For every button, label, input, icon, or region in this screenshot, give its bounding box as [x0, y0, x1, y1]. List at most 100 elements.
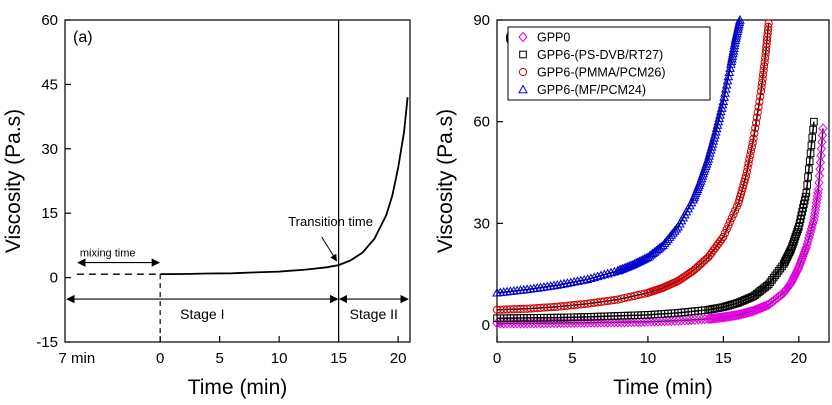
plot-frame	[496, 19, 830, 343]
data-point	[696, 314, 707, 325]
data-point	[745, 155, 754, 164]
data-point	[805, 226, 816, 238]
data-point	[729, 210, 738, 219]
data-point	[751, 123, 760, 133]
x-tick-label: 10	[640, 350, 657, 367]
data-point	[731, 30, 742, 40]
data-point	[616, 317, 626, 328]
data-point	[792, 230, 801, 238]
data-point	[562, 317, 573, 329]
data-point	[802, 238, 812, 250]
data-point	[626, 316, 636, 328]
data-point	[759, 70, 768, 79]
legend-label: GPP0	[537, 31, 570, 45]
y-axis-label: Viscosity (Pa.s)	[434, 109, 457, 253]
data-point	[559, 317, 569, 329]
data-point	[660, 315, 670, 327]
x-tick-label: 0	[156, 350, 164, 367]
data-point	[639, 316, 650, 327]
data-point	[805, 157, 814, 166]
data-point	[816, 150, 826, 161]
data-point	[654, 243, 665, 252]
data-point	[725, 217, 735, 226]
data-point	[804, 232, 814, 244]
data-point	[808, 217, 818, 229]
x-tick-label: 5	[568, 350, 576, 367]
data-point	[760, 58, 769, 67]
data-point	[726, 59, 736, 68]
data-point	[750, 304, 760, 316]
data-point	[719, 232, 728, 242]
data-point	[803, 235, 813, 247]
data-point	[724, 221, 733, 230]
data-point	[805, 165, 813, 173]
data-point	[731, 33, 741, 42]
data-point	[745, 306, 755, 317]
data-point	[723, 71, 734, 81]
data-point	[733, 21, 744, 31]
data-point	[522, 318, 532, 329]
data-point	[755, 97, 764, 106]
data-point	[606, 317, 616, 328]
data-point	[643, 316, 653, 327]
data-point	[754, 102, 763, 112]
data-point	[680, 315, 690, 326]
data-point	[748, 138, 757, 147]
data-point	[807, 220, 817, 232]
data-point	[673, 315, 683, 326]
x-axis-label: Time (min)	[613, 376, 713, 399]
panel-a: 0 5 10 15 20 7 min-15 0 15 30 45 60 Time (min) Visco…	[2, 12, 411, 399]
y-tick-label: 0	[482, 317, 490, 334]
data-point	[575, 275, 586, 285]
data-point	[545, 317, 556, 329]
y-tick-label: 60	[473, 114, 490, 131]
y-tick-label: 60	[41, 12, 58, 29]
x-tick-label: 10	[271, 350, 288, 367]
data-point	[730, 35, 741, 45]
x-tick-label: 20	[790, 350, 807, 367]
data-point	[747, 306, 757, 317]
data-point	[753, 303, 764, 315]
data-point	[729, 40, 740, 50]
data-point	[586, 273, 596, 283]
data-point	[744, 159, 753, 168]
data-point	[806, 149, 815, 158]
data-point	[582, 274, 593, 283]
data-point	[725, 63, 735, 72]
fit-line	[497, 128, 824, 325]
data-point	[589, 317, 599, 328]
x-tick-label: 15	[330, 350, 347, 367]
data-point	[757, 82, 766, 92]
data-point	[807, 141, 816, 150]
annotation-label: Stage I	[180, 306, 224, 322]
data-point	[746, 146, 756, 156]
data-point	[552, 280, 563, 289]
data-point	[709, 132, 719, 142]
data-point	[731, 206, 740, 215]
data-point	[749, 134, 758, 143]
data-point	[683, 314, 693, 326]
data-point	[559, 278, 569, 288]
data-point	[760, 62, 769, 71]
legend-label: GPP6-(PS-DVB/RT27)	[537, 48, 663, 62]
data-point	[756, 87, 766, 96]
data-point	[757, 78, 767, 87]
data-point	[576, 317, 586, 329]
data-point	[613, 317, 623, 328]
data-point	[721, 83, 731, 93]
data-point	[748, 305, 759, 317]
data-point	[809, 125, 817, 134]
data-point	[549, 317, 559, 329]
data-point	[708, 313, 718, 324]
data-point	[707, 138, 718, 148]
data-point	[717, 235, 726, 244]
data-point	[747, 142, 756, 152]
data-point	[609, 317, 620, 328]
data-point	[629, 316, 640, 328]
data-point	[720, 229, 730, 238]
data-point	[704, 150, 714, 160]
data-point	[663, 315, 673, 327]
data-point	[589, 272, 600, 282]
data-point	[706, 313, 717, 324]
